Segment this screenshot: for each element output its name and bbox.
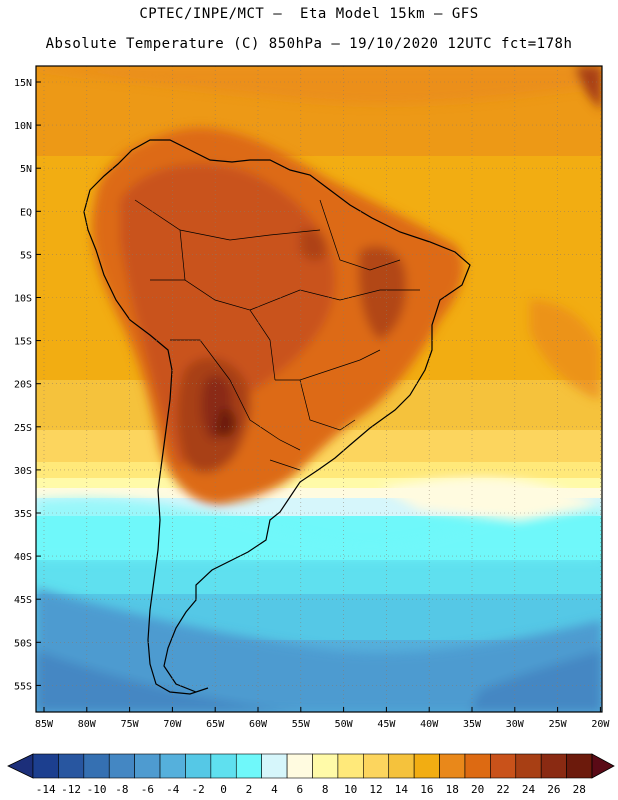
colorbar-label: 24 [522, 783, 536, 796]
colorbar-swatch [261, 753, 288, 779]
colorbar-label: 8 [322, 783, 329, 796]
lon-label: 50W [335, 719, 354, 730]
colorbar-low-arrow [7, 753, 34, 779]
longitude-labels: 85W 80W 75W 70W 65W 60W 55W 50W 45W 40W 35W 30W 25W 2… [35, 707, 610, 730]
colorbar-label: -12 [61, 783, 81, 796]
colorbar-label: -2 [192, 783, 205, 796]
colorbar-label: -10 [87, 783, 107, 796]
map-frame [35, 65, 603, 713]
colorbar-swatch [490, 753, 517, 779]
colorbar-swatch [83, 753, 110, 779]
temperature-field [36, 66, 602, 712]
lat-label: 5N [20, 164, 32, 175]
colorbar-swatch [134, 753, 161, 779]
country-borders [134, 199, 420, 471]
colorbar-swatch [58, 753, 85, 779]
lon-label: 80W [78, 719, 97, 730]
colorbar-high-arrow [591, 753, 615, 779]
title-line-1: CPTEC/INPE/MCT – Eta Model 15km – GFS [139, 6, 479, 22]
colorbar-swatch [439, 753, 466, 779]
lat-label: 30S [14, 466, 32, 477]
colorbar-label: -6 [141, 783, 154, 796]
lat-label: 10S [14, 294, 32, 305]
colorbar-labels: -14 -12 -10 -8 -6 -4 -2 0 2 4 6 8 10 12 14 16 18 20 22 24 26… [36, 783, 586, 796]
colorbar-swatch [464, 753, 491, 779]
colorbar-label: 10 [344, 783, 357, 796]
colorbar-swatch [515, 753, 542, 779]
colorbar-swatch [286, 753, 313, 779]
lat-label: 50S [14, 638, 32, 649]
lon-label: 65W [206, 719, 225, 730]
lat-label: 10N [14, 121, 32, 132]
south-america-coastline [83, 139, 471, 695]
colorbar-swatch [540, 753, 567, 779]
colorbar-swatch [337, 753, 364, 779]
colorbar-label: 18 [446, 783, 459, 796]
colorbar-swatch [159, 753, 186, 779]
lon-label: 60W [249, 719, 268, 730]
colorbar-label: 20 [471, 783, 484, 796]
lat-label: 25S [14, 423, 32, 434]
colorbar-label: 12 [369, 783, 382, 796]
colorbar-swatch [108, 753, 135, 779]
lat-label: 55S [14, 681, 32, 692]
lat-label: 5S [20, 250, 32, 261]
colorbar-label: -8 [115, 783, 128, 796]
title-line-2: Absolute Temperature (C) 850hPa – 19/10/… [45, 36, 573, 52]
colorbar-label: 4 [271, 783, 278, 796]
colorbar-label: 28 [573, 783, 586, 796]
lat-label: 20S [14, 380, 32, 391]
lat-label: 35S [14, 509, 32, 520]
lon-label: 45W [377, 719, 396, 730]
colorbar-label: 14 [395, 783, 409, 796]
lon-label: 20W [591, 719, 610, 730]
lat-label: 15S [14, 337, 32, 348]
colorbar-label: 26 [547, 783, 560, 796]
lon-label: 55W [292, 719, 311, 730]
colorbar-label: -14 [36, 783, 56, 796]
colorbar-label: 2 [246, 783, 253, 796]
lon-label: 70W [163, 719, 182, 730]
lat-label: 40S [14, 552, 32, 563]
colorbar-label: 0 [220, 783, 227, 796]
colorbar-swatch [312, 753, 339, 779]
colorbar-swatch [210, 753, 237, 779]
lon-label: 40W [420, 719, 439, 730]
colorbar-swatch [235, 753, 262, 779]
lat-label: 15N [14, 78, 32, 89]
lat-label: EQ [20, 207, 32, 218]
lon-label: 30W [506, 719, 525, 730]
colorbar [7, 753, 615, 779]
colorbar-swatch [566, 753, 593, 779]
lon-label: 35W [463, 719, 482, 730]
colorbar-label: 16 [420, 783, 433, 796]
colorbar-swatch [32, 753, 59, 779]
colorbar-swatch [388, 753, 415, 779]
lon-label: 85W [35, 719, 54, 730]
colorbar-label: 22 [496, 783, 509, 796]
lat-label: 45S [14, 595, 32, 606]
colorbar-label: 6 [296, 783, 303, 796]
colorbar-swatch [185, 753, 212, 779]
colorbar-label: -4 [166, 783, 180, 796]
lon-label: 75W [121, 719, 140, 730]
colorbar-swatch [363, 753, 390, 779]
lon-label: 25W [549, 719, 568, 730]
colorbar-swatch [413, 753, 440, 779]
latitude-labels: 15N 10N 5N EQ 5S 10S 15S 20S 25S 30S 35S 40S 45S 50S 5… [14, 78, 41, 692]
